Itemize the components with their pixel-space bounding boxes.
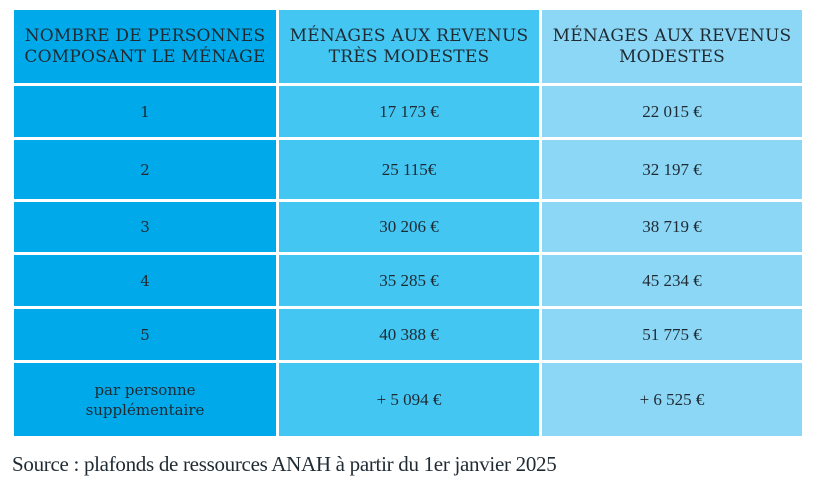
cell-modest-additional: + 6 525 € (542, 363, 802, 436)
cell-persons: 4 (14, 255, 276, 306)
cell-very-modest-additional: + 5 094 € (279, 363, 539, 436)
cell-persons: 1 (14, 86, 276, 137)
cell-modest: 22 015 € (542, 86, 802, 137)
cell-very-modest: 17 173 € (279, 86, 539, 137)
source-caption: Source : plafonds de ressources ANAH à p… (12, 452, 557, 476)
cell-very-modest: 25 115€ (279, 140, 539, 199)
cell-persons: 5 (14, 309, 276, 360)
cell-very-modest: 30 206 € (279, 202, 539, 252)
cell-persons-additional: par personne supplémentaire (14, 363, 276, 436)
income-ceiling-table: NOMBRE DE PERSONNES COMPOSANT LE MÉNAGE … (14, 10, 802, 436)
header-modest-income: MÉNAGES AUX REVENUS MODESTES (542, 10, 802, 83)
header-very-modest-income: MÉNAGES AUX REVENUS TRÈS MODESTES (279, 10, 539, 83)
cell-modest: 45 234 € (542, 255, 802, 306)
cell-modest: 32 197 € (542, 140, 802, 199)
cell-persons: 2 (14, 140, 276, 199)
header-household-size: NOMBRE DE PERSONNES COMPOSANT LE MÉNAGE (14, 10, 276, 83)
cell-very-modest: 35 285 € (279, 255, 539, 306)
cell-modest: 51 775 € (542, 309, 802, 360)
cell-modest: 38 719 € (542, 202, 802, 252)
cell-very-modest: 40 388 € (279, 309, 539, 360)
cell-persons: 3 (14, 202, 276, 252)
